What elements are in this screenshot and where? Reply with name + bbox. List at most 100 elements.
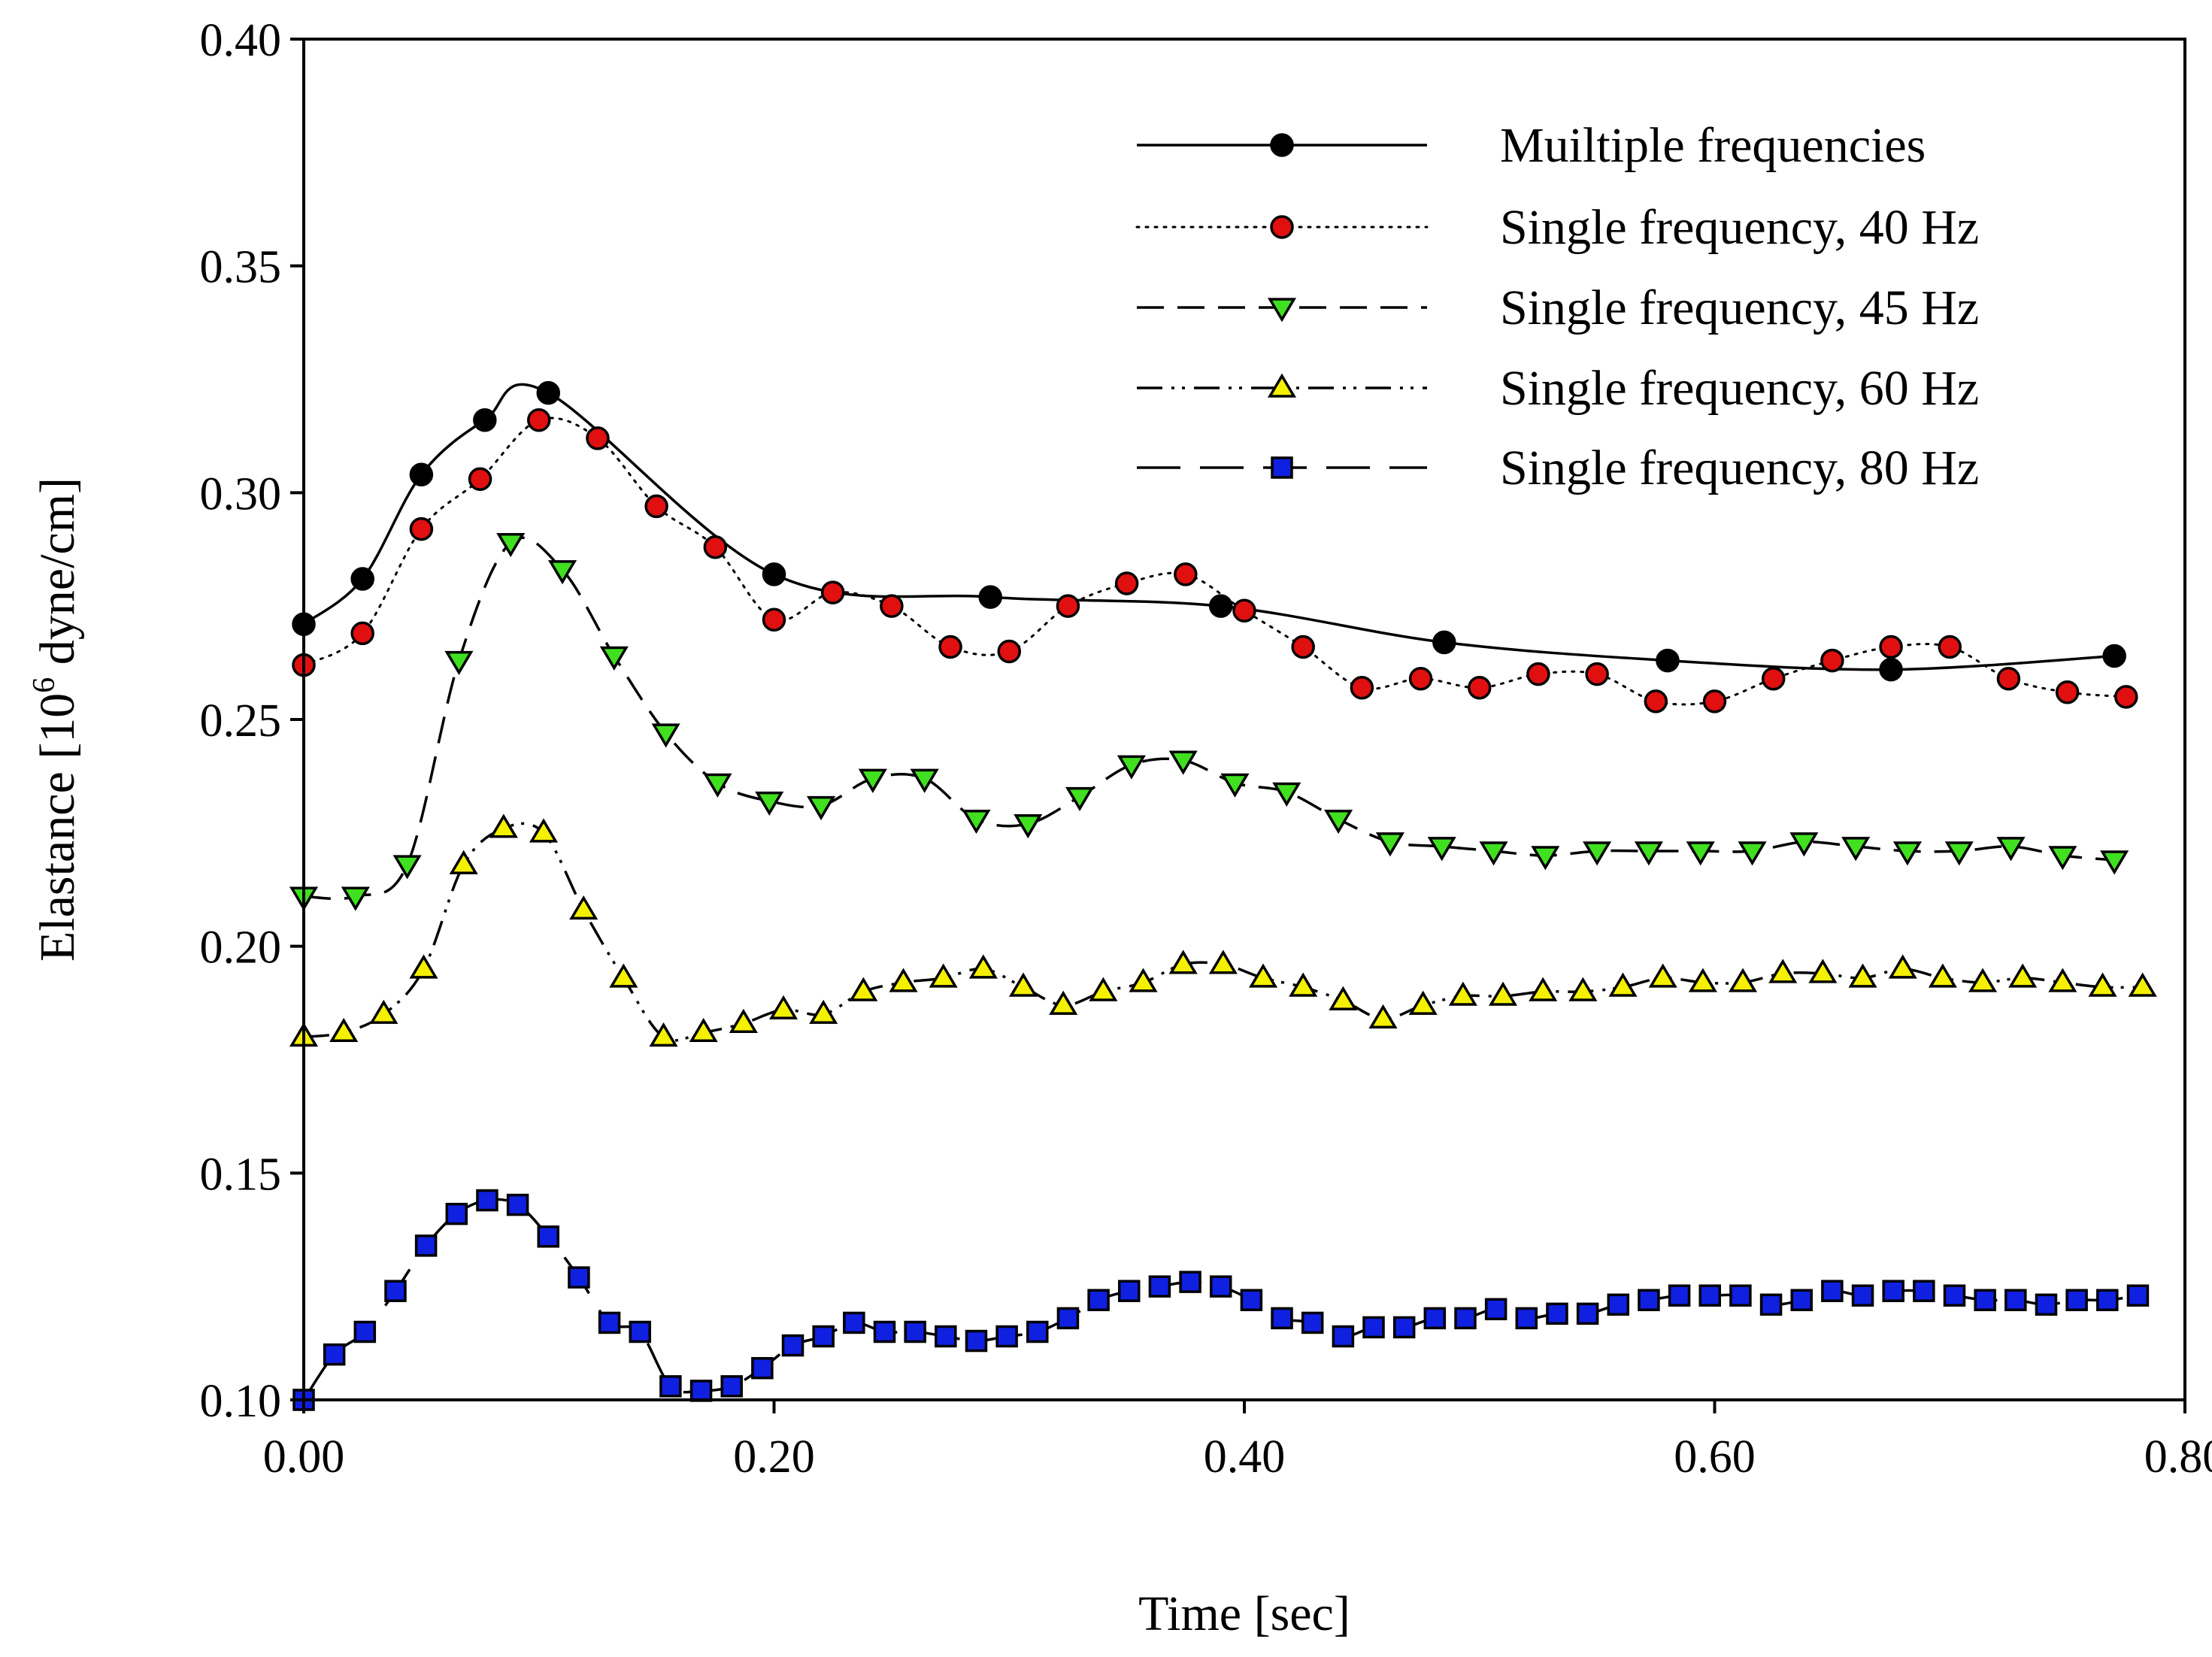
- series-3-point: [392, 855, 422, 880]
- series-5-point: [598, 1311, 621, 1334]
- series-line-3: [304, 536, 2115, 901]
- series-5-point: [1974, 1289, 1996, 1312]
- series-2-point: [2055, 680, 2080, 704]
- series-3-point: [910, 768, 939, 793]
- series-2-point: [820, 580, 845, 604]
- series-3-point: [1634, 841, 1664, 866]
- series-5-point: [1454, 1307, 1477, 1330]
- series-3-point: [547, 560, 577, 585]
- series-4-point: [369, 999, 398, 1024]
- series-4-point: [2048, 968, 2077, 992]
- series-3-point: [1168, 750, 1198, 775]
- series-4-point: [768, 995, 798, 1019]
- series-4-point: [329, 1017, 359, 1043]
- series-5-point: [659, 1375, 682, 1398]
- series-2-point: [1644, 689, 1668, 713]
- series-2-point: [762, 607, 786, 632]
- series-4-point: [2088, 972, 2117, 997]
- series-5-point: [1607, 1293, 1630, 1316]
- series-3-point: [1324, 809, 1353, 835]
- series-1-point: [762, 562, 786, 586]
- series-5-point: [1515, 1307, 1538, 1330]
- series-5-point: [1423, 1307, 1447, 1330]
- series-5-point: [1179, 1271, 1201, 1293]
- series-5-point: [843, 1311, 865, 1334]
- series-3-point: [1686, 841, 1715, 866]
- legend-marker-4: [1267, 373, 1297, 398]
- series-1-point: [350, 567, 374, 591]
- series-4-point: [2128, 972, 2157, 997]
- series-4-point: [1289, 972, 1318, 997]
- legend-label-2: Single frequency, 40 Hz: [1500, 200, 1979, 255]
- series-4-point: [1208, 950, 1238, 974]
- y-tick-label: 0.10: [200, 1376, 282, 1427]
- series-2-point: [2114, 685, 2138, 709]
- y-axis-title-superscript: 6: [27, 677, 62, 693]
- series-5-point: [2065, 1289, 2088, 1312]
- series-5-point: [1576, 1302, 1599, 1325]
- y-tick-label: 0.40: [200, 15, 282, 66]
- series-5-point: [568, 1266, 590, 1289]
- series-2-point: [1350, 676, 1374, 700]
- series-5-point: [1392, 1316, 1416, 1339]
- series-1-point: [1656, 648, 1680, 673]
- y-tick-label: 0.25: [200, 695, 282, 747]
- series-3-point: [651, 723, 680, 748]
- series-3-point: [962, 809, 991, 835]
- legend-label-3: Single frequency, 45 Hz: [1500, 280, 1979, 335]
- legend-label-4: Single frequency, 60 Hz: [1500, 361, 1979, 416]
- series-5-point: [1332, 1325, 1355, 1348]
- series-3-point: [1789, 832, 1819, 857]
- y-tick-label: 0.20: [200, 922, 282, 974]
- series-5-point: [384, 1280, 407, 1302]
- series-4-point: [1968, 968, 1998, 992]
- series-4-point: [968, 954, 998, 979]
- series-2-point: [527, 408, 551, 432]
- series-5-point: [1056, 1307, 1080, 1330]
- series-3-point: [1892, 841, 1923, 866]
- series-4-point: [1448, 981, 1477, 1006]
- series-3-point: [1220, 773, 1250, 798]
- series-2-point: [1232, 598, 1256, 623]
- series-1-point: [536, 380, 561, 405]
- series-3-point: [2100, 850, 2129, 875]
- series-4-point: [569, 895, 598, 920]
- series-5-point: [1698, 1284, 1721, 1307]
- series-5-point: [414, 1234, 438, 1257]
- legend-marker-3: [1267, 298, 1297, 323]
- series-1-point: [978, 585, 1002, 609]
- series-5-point: [751, 1357, 774, 1380]
- series-4-point: [1608, 972, 1638, 997]
- x-tick-label: 0.20: [733, 1431, 815, 1483]
- series-4-point: [1168, 950, 1198, 974]
- series-4-point: [1768, 959, 1798, 983]
- series-4-point: [489, 813, 518, 838]
- series-4-point: [689, 1017, 718, 1043]
- y-axis-title-rest: dyne/cm]: [30, 477, 85, 677]
- series-2-point: [1879, 635, 1903, 659]
- series-4-point: [1888, 954, 1917, 979]
- series-1-point: [1208, 594, 1233, 618]
- series-1-point: [1432, 630, 1456, 655]
- series-2-point: [1114, 571, 1139, 595]
- series-5-point: [965, 1329, 988, 1353]
- series-1-point: [2102, 644, 2126, 668]
- series-5-point: [1546, 1302, 1568, 1325]
- series-4-point: [809, 999, 838, 1024]
- series-4-point: [609, 963, 638, 988]
- series-2-point: [409, 516, 434, 541]
- series-1-point: [1879, 657, 1903, 682]
- series-4-point: [649, 1022, 678, 1047]
- series-4-point: [2008, 963, 2038, 988]
- series-3-point: [1531, 846, 1560, 871]
- series-4-point: [1408, 990, 1438, 1015]
- series-2-point: [1408, 666, 1433, 691]
- series-3-point: [444, 650, 474, 675]
- series-3-point: [806, 795, 836, 821]
- series-5-point: [353, 1320, 377, 1343]
- legend-marker-5: [1271, 456, 1293, 479]
- series-5-point: [1026, 1320, 1049, 1343]
- legend-label-5: Single frequency, 80 Hz: [1500, 441, 1979, 495]
- series-3-point: [599, 646, 629, 671]
